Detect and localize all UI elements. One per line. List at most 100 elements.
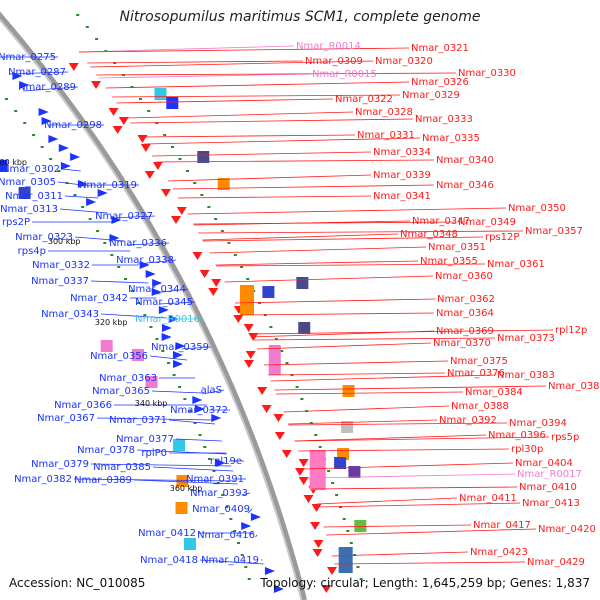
gene-label[interactable]: Nmar_0355: [420, 256, 478, 267]
gene-label[interactable]: Nmar_0411: [459, 493, 517, 504]
gene-label[interactable]: Nmar_R0016: [135, 314, 200, 325]
gene-label[interactable]: Nmar_0377: [116, 434, 174, 445]
gene-label[interactable]: Nmar_0359: [151, 342, 209, 353]
gene-label[interactable]: Nmar_0333: [415, 114, 473, 125]
gene-label[interactable]: Nmar_0322: [335, 94, 393, 105]
gene-label[interactable]: Nmar_0332: [32, 260, 90, 271]
gene-label[interactable]: Nmar_0327: [95, 211, 153, 222]
gene-label[interactable]: Nmar_0351: [428, 242, 486, 253]
gene-label[interactable]: Nmar_0345: [135, 297, 193, 308]
gene-label[interactable]: Nmar_0336: [109, 238, 167, 249]
gene-label[interactable]: Nmar_0337: [31, 276, 89, 287]
gene-label[interactable]: Nmar_0367: [37, 413, 95, 424]
gene-label[interactable]: Nmar_0362: [437, 294, 495, 305]
gene-label[interactable]: Nmar_0389: [74, 475, 132, 486]
gene-label[interactable]: Nmar_0340: [436, 155, 494, 166]
gene-label[interactable]: Nmar_0329: [402, 90, 460, 101]
gene-label[interactable]: Nmar_0320: [375, 56, 433, 67]
gene-label[interactable]: Nmar_0350: [508, 203, 566, 214]
gene-label[interactable]: Nmar_0298: [44, 120, 102, 131]
gene-label[interactable]: Nmar_R0017: [517, 469, 582, 480]
gene-label[interactable]: Nmar_0382: [14, 474, 72, 485]
gene-label[interactable]: Nmar_0376: [447, 368, 505, 379]
gene-label[interactable]: Nmar_0370: [433, 338, 491, 349]
gene-label[interactable]: Nmar_0361: [487, 259, 545, 270]
gene-label[interactable]: Nmar_0379: [31, 459, 89, 470]
gene-label[interactable]: Nmar_0339: [373, 170, 431, 181]
gene-label[interactable]: rpl19e: [210, 456, 242, 467]
gene-label[interactable]: Nmar_0348: [400, 229, 458, 240]
gene-label[interactable]: Nmar_0417: [473, 520, 531, 531]
gene-label[interactable]: Nmar_R0014: [296, 41, 361, 52]
gene-label[interactable]: rpl12p: [555, 325, 587, 336]
gene-label[interactable]: Nmar_0366: [54, 400, 112, 411]
gene-label[interactable]: Nmar_0375: [450, 356, 508, 367]
gene-label[interactable]: Nmar_0356: [90, 351, 148, 362]
gene-label[interactable]: Nmar_0420: [538, 524, 596, 535]
gene-label[interactable]: Nmar_0326: [411, 77, 469, 88]
gene-label[interactable]: Nmar_0357: [525, 226, 583, 237]
gene-label[interactable]: Nmar_0410: [519, 482, 577, 493]
gene-label[interactable]: Nmar_0289: [18, 82, 76, 93]
gene-label[interactable]: Nmar_0328: [355, 107, 413, 118]
gene-label[interactable]: Nmar_0394: [509, 418, 567, 429]
gene-label[interactable]: Nmar_0372: [170, 405, 228, 416]
gene-label[interactable]: Nmar_0338: [116, 255, 174, 266]
gene-label[interactable]: Nmar_0384: [465, 387, 523, 398]
gene-label[interactable]: Nmar_0391: [186, 474, 244, 485]
gene-label[interactable]: Nmar_0343: [41, 309, 99, 320]
gene-label[interactable]: rps4p: [18, 246, 46, 257]
gene-label[interactable]: rps2P: [2, 217, 30, 228]
gene-label[interactable]: Nmar_0365: [92, 386, 150, 397]
gene-label[interactable]: Nmar_0385: [93, 462, 151, 473]
gene-label[interactable]: Nmar_0429: [527, 557, 585, 568]
gene-label[interactable]: Nmar_0287: [8, 67, 66, 78]
gene-label[interactable]: Nmar_0335: [422, 133, 480, 144]
gene-label[interactable]: Nmar_0360: [435, 271, 493, 282]
gene-label[interactable]: rps12P: [485, 232, 519, 243]
gene-label[interactable]: Nmar_0344: [128, 284, 186, 295]
gene-label[interactable]: Nmar_0275: [0, 52, 56, 63]
gene-label[interactable]: Nmar_0334: [373, 147, 431, 158]
gene-label[interactable]: Nmar_0392: [439, 415, 497, 426]
gene-label[interactable]: Nmar_0396: [488, 430, 546, 441]
gene-label[interactable]: Nmar_0347: [412, 216, 470, 227]
gene-label[interactable]: Nmar_0413: [522, 498, 580, 509]
gene-label[interactable]: Nmar_0363: [99, 373, 157, 384]
gene-label[interactable]: rps5p: [551, 432, 579, 443]
gene-label[interactable]: Nmar_0311: [5, 191, 63, 202]
gene-label[interactable]: Nmar_0412: [138, 528, 196, 539]
gene-label[interactable]: Nmar_0305: [0, 177, 56, 188]
gene-label[interactable]: Nmar_0309: [305, 56, 363, 67]
gene-label[interactable]: Nmar_0387: [548, 381, 600, 392]
gene-label[interactable]: alaS: [201, 385, 222, 396]
gene-label[interactable]: Nmar_R0015: [312, 69, 377, 80]
gene-label[interactable]: Nmar_0323: [15, 232, 73, 243]
gene-label[interactable]: Nmar_0378: [77, 445, 135, 456]
gene-label[interactable]: Nmar_0346: [436, 180, 494, 191]
gene-label[interactable]: Nmar_0409: [192, 504, 250, 515]
gene-label[interactable]: Nmar_0364: [436, 308, 494, 319]
gene-label[interactable]: Nmar_0419: [201, 555, 259, 566]
gene-label[interactable]: Nmar_0418: [140, 555, 198, 566]
gene-label[interactable]: Nmar_0404: [515, 458, 573, 469]
gene-label[interactable]: Nmar_0371: [109, 415, 167, 426]
gene-label[interactable]: Nmar_0349: [458, 217, 516, 228]
gene-label[interactable]: Nmar_0341: [373, 191, 431, 202]
gene-label[interactable]: Nmar_0393: [190, 488, 248, 499]
gene-label[interactable]: Nmar_0342: [70, 293, 128, 304]
gene-label[interactable]: Nmar_0331: [357, 130, 415, 141]
gene-label[interactable]: Nmar_0383: [497, 370, 555, 381]
gene-label[interactable]: Nmar_0330: [458, 68, 516, 79]
gene-label[interactable]: Nmar_0302: [2, 164, 60, 175]
gene-label[interactable]: rplP0: [141, 448, 167, 459]
gene-label[interactable]: Nmar_0373: [497, 333, 555, 344]
gene-label[interactable]: Nmar_0319: [79, 180, 137, 191]
gene-label[interactable]: Nmar_0321: [411, 43, 469, 54]
gene-label[interactable]: Nmar_0388: [451, 401, 509, 412]
gene-label[interactable]: Nmar_0313: [0, 204, 58, 215]
gene-label[interactable]: rpl30p: [511, 444, 543, 455]
gene-label[interactable]: Nmar_0416: [197, 530, 255, 541]
gene-label[interactable]: Nmar_0423: [470, 547, 528, 558]
gene-label[interactable]: Nmar_0369: [436, 326, 494, 337]
